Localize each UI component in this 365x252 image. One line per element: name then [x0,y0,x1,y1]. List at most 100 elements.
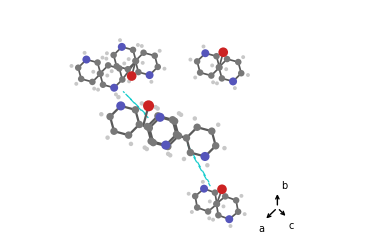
Point [104,74,110,78]
Point [125,68,131,72]
Point [100,56,105,60]
Text: a: a [259,223,265,233]
Point [204,164,210,168]
Point [202,52,208,56]
Point [172,120,177,124]
Point [210,218,216,222]
Point [235,210,241,214]
Point [155,107,161,111]
Point [119,46,125,50]
Point [117,39,123,43]
Point [109,70,115,74]
Point [216,66,222,70]
Point [217,186,223,191]
Point [232,87,238,91]
Point [194,60,200,64]
Point [176,134,181,138]
Point [111,54,116,58]
Point [201,187,207,191]
Point [105,64,111,68]
Point [73,82,79,86]
Point [238,194,244,198]
Point [146,104,151,108]
Point [175,134,181,138]
Point [155,66,161,70]
Point [91,87,97,91]
Point [209,64,215,68]
Point [84,58,89,62]
Point [128,142,134,146]
Point [220,51,226,55]
Point [189,210,195,214]
Point [226,217,232,221]
Point [230,80,236,84]
Point [235,61,241,65]
Point [103,57,109,61]
Point [206,216,212,220]
Point [223,68,229,72]
Point [82,52,88,56]
Point [132,108,138,112]
Point [153,106,158,110]
Point [126,134,131,138]
Point [147,74,153,78]
Point [148,140,154,144]
Point [152,54,158,58]
Point [219,187,225,192]
Point [200,180,206,184]
Point [131,76,137,80]
Point [222,51,228,55]
Point [184,137,190,141]
Point [202,155,208,159]
Text: b: b [281,180,287,190]
Point [135,44,141,48]
Point [209,130,215,134]
Point [140,61,146,66]
Point [111,86,117,90]
Point [99,113,104,117]
Point [242,212,247,216]
Point [147,74,153,78]
Point [75,67,81,71]
Point [141,51,146,55]
Point [212,191,218,195]
Point [230,80,236,84]
Point [214,55,219,59]
Point [186,192,192,196]
Point [174,133,180,137]
Point [130,49,136,53]
Point [139,45,145,49]
Point [197,71,203,75]
Point [111,130,117,134]
Point [127,75,132,79]
Point [245,74,251,78]
Point [116,67,122,71]
Point [135,123,141,127]
Point [214,202,220,206]
Point [132,60,138,64]
Point [133,60,139,64]
Point [69,65,74,69]
Point [138,124,143,128]
Point [98,72,104,76]
Point [226,217,232,221]
Point [216,66,222,70]
Point [145,125,151,129]
Point [176,112,182,116]
Point [165,145,171,149]
Point [201,45,207,49]
Point [207,200,213,204]
Point [167,154,173,158]
Point [126,58,132,62]
Point [100,83,106,87]
Point [238,72,244,76]
Point [162,67,168,71]
Point [219,77,225,81]
Point [157,116,163,120]
Point [202,155,208,159]
Point [192,194,198,198]
Point [227,224,233,228]
Point [233,199,239,203]
Point [139,102,145,106]
Point [215,213,221,217]
